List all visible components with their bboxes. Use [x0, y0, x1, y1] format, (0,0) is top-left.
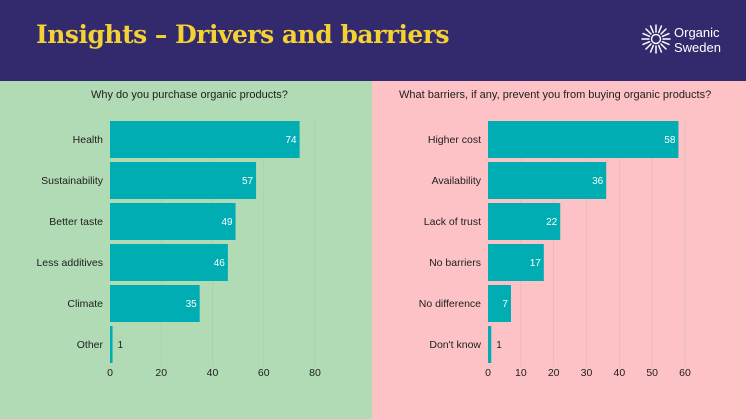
barriers-category-label: Availability [432, 175, 482, 187]
drivers-category-label: Other [77, 339, 104, 351]
page-title: Insights – Drivers and barriers [36, 20, 450, 49]
barriers-question: What barriers, if any, prevent you from … [399, 89, 712, 101]
barriers-bar [488, 326, 492, 363]
drivers-category-label: Climate [67, 298, 103, 310]
header-bar: Insights – Drivers and barriers [0, 0, 746, 81]
barriers-tick-label: 40 [613, 367, 625, 379]
drivers-question: Why do you purchase organic products? [91, 89, 288, 101]
barriers-value-label: 58 [664, 135, 676, 146]
sunburst-icon [641, 24, 671, 54]
barriers-tick-label: 0 [485, 367, 491, 379]
barriers-panel: What barriers, if any, prevent you from … [372, 81, 746, 419]
barriers-tick-label: 30 [581, 367, 593, 379]
barriers-tick-label: 60 [679, 367, 691, 379]
barriers-category-label: Higher cost [428, 134, 481, 146]
logo-line-2: Sweden [674, 40, 721, 55]
drivers-value-label: 74 [286, 135, 298, 146]
barriers-category-label: No difference [419, 298, 481, 310]
drivers-category-label: Better taste [49, 216, 103, 228]
barriers-bar [488, 162, 607, 199]
barriers-value-label: 1 [496, 340, 502, 351]
drivers-tick-label: 20 [155, 367, 167, 379]
barriers-bar [488, 244, 544, 281]
barriers-category-label: Lack of trust [424, 216, 481, 228]
drivers-bar [110, 285, 200, 322]
drivers-bar [110, 162, 257, 199]
drivers-category-label: Sustainability [41, 175, 104, 187]
drivers-category-label: Health [73, 134, 104, 146]
barriers-bar [488, 121, 679, 158]
barriers-category-label: Don't know [429, 339, 481, 351]
drivers-bar [110, 326, 113, 363]
drivers-category-label: Less additives [36, 257, 103, 269]
drivers-bar [110, 203, 236, 240]
drivers-bar [110, 244, 228, 281]
drivers-bar [110, 121, 300, 158]
drivers-value-label: 57 [242, 176, 254, 187]
logo-wordmark: Organic Sweden [674, 25, 721, 55]
barriers-bar [488, 285, 511, 322]
drivers-panel: Why do you purchase organic products? 0 2… [0, 81, 372, 419]
barriers-value-label: 7 [502, 299, 508, 310]
drivers-value-label: 35 [186, 299, 198, 310]
drivers-tick-label: 40 [207, 367, 219, 379]
barriers-value-label: 22 [546, 217, 558, 228]
barriers-bar [488, 203, 561, 240]
barriers-tick-label: 50 [646, 367, 658, 379]
drivers-value-label: 49 [221, 217, 233, 228]
barriers-value-label: 17 [530, 258, 542, 269]
drivers-tick-label: 60 [258, 367, 270, 379]
barriers-value-label: 36 [592, 176, 604, 187]
drivers-tick-label: 80 [309, 367, 321, 379]
barriers-tick-label: 10 [515, 367, 527, 379]
organic-sweden-logo: Organic Sweden [641, 24, 741, 58]
barriers-category-label: No barriers [429, 257, 481, 269]
logo-line-1: Organic [674, 25, 720, 40]
drivers-chart: 0 20 40 60 80 Health 74 Sustainability 57 Better … [36, 121, 321, 379]
drivers-tick-label: 0 [107, 367, 113, 379]
barriers-tick-label: 20 [548, 367, 560, 379]
drivers-value-label: 46 [214, 258, 226, 269]
drivers-value-label: 1 [118, 340, 124, 351]
barriers-chart: 0 10 20 30 40 50 60 Higher cost 58 Availability 36… [419, 121, 691, 379]
